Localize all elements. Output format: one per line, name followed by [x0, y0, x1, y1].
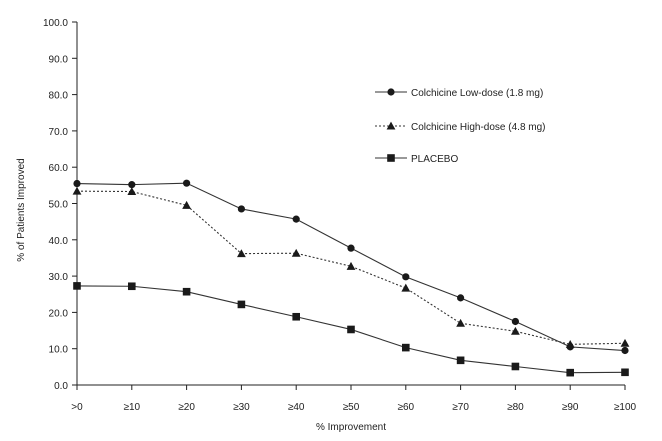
data-point-triangle — [620, 338, 630, 347]
data-point-triangle — [237, 249, 246, 258]
y-tick-label: 70.0 — [49, 127, 69, 138]
legend-label: Colchicine High-dose (4.8 mg) — [411, 122, 546, 133]
data-point-circle — [402, 273, 410, 281]
y-tick-label: 0.0 — [54, 381, 68, 392]
data-point-circle — [347, 244, 355, 252]
legend-label: Colchicine Low-dose (1.8 mg) — [411, 88, 543, 99]
legend-marker-square — [387, 154, 395, 162]
data-point-triangle — [72, 186, 82, 195]
y-tick-label: 80.0 — [49, 91, 69, 102]
data-point-square — [621, 368, 629, 377]
data-point-square — [566, 368, 574, 377]
x-tick-label: ≥60 — [397, 402, 414, 413]
x-tick-label: ≥10 — [123, 402, 140, 413]
x-axis-title: % Improvement — [316, 422, 386, 433]
data-point-square — [128, 282, 136, 291]
y-tick-label: 100.0 — [43, 18, 68, 29]
y-axis-title: % of Patients Improved — [16, 158, 27, 261]
series-line — [76, 190, 626, 345]
data-point-square — [511, 362, 520, 371]
legend: Colchicine Low-dose (1.8 mg) Colchicine H… — [375, 88, 546, 165]
x-tick-label: ≥70 — [452, 402, 469, 413]
data-point-triangle — [456, 318, 465, 327]
data-point-triangle — [291, 248, 301, 257]
legend-marker-triangle — [386, 121, 396, 130]
y-tick-label: 90.0 — [49, 54, 69, 65]
series-square — [73, 282, 629, 377]
data-point-square — [182, 287, 191, 296]
data-point-square — [456, 356, 465, 365]
y-tick-label: 60.0 — [49, 163, 69, 174]
legend-entry: Colchicine Low-dose (1.8 mg) — [375, 88, 543, 99]
data-point-triangle — [511, 326, 520, 335]
data-point-circle — [183, 179, 191, 187]
legend-entry: PLACEBO — [375, 154, 458, 165]
x-tick-label: ≥90 — [562, 402, 579, 413]
data-point-square — [73, 282, 81, 290]
data-point-triangle — [127, 187, 137, 196]
y-tick-label: 40.0 — [49, 236, 69, 247]
data-point-triangle — [346, 261, 356, 270]
data-point-circle — [511, 317, 519, 326]
x-tick-label: ≥80 — [507, 402, 524, 413]
data-point-circle — [621, 346, 629, 355]
x-ticks: >0 ≥10 ≥20 ≥30 ≥40 ≥50 ≥60 ≥70 ≥80 ≥90 ≥100 — [71, 385, 637, 413]
series-layer — [72, 179, 630, 377]
data-point-triangle — [565, 339, 575, 348]
y-tick-label: 10.0 — [49, 345, 69, 356]
y-tick-label: 50.0 — [49, 200, 69, 211]
y-tick-label: 30.0 — [49, 272, 69, 283]
legend-label: PLACEBO — [411, 154, 458, 165]
y-ticks: 0.0 10.0 20.0 30.0 40.0 50.0 60.0 70.0 80.0 90.0 1… — [43, 18, 77, 392]
x-tick-label: ≥20 — [178, 402, 195, 413]
data-point-square — [292, 312, 300, 321]
data-point-square — [402, 343, 410, 352]
data-point-circle — [292, 215, 300, 223]
legend-marker-circle — [387, 88, 395, 96]
x-tick-label: ≥100 — [614, 402, 637, 413]
data-point-triangle — [401, 283, 411, 292]
x-tick-label: ≥40 — [288, 402, 305, 413]
data-point-circle — [73, 179, 81, 188]
series-triangle — [72, 186, 630, 348]
data-point-circle — [457, 294, 465, 302]
data-point-circle — [128, 181, 136, 189]
x-tick-label: ≥30 — [233, 402, 250, 413]
legend-entry: Colchicine High-dose (4.8 mg) — [375, 121, 546, 133]
x-tick-label: ≥50 — [343, 402, 360, 413]
data-point-triangle — [182, 200, 191, 209]
y-tick-label: 20.0 — [49, 308, 69, 319]
x-tick-label: >0 — [71, 402, 83, 413]
data-point-square — [237, 300, 246, 309]
data-point-circle — [237, 205, 245, 213]
data-point-square — [347, 325, 355, 334]
